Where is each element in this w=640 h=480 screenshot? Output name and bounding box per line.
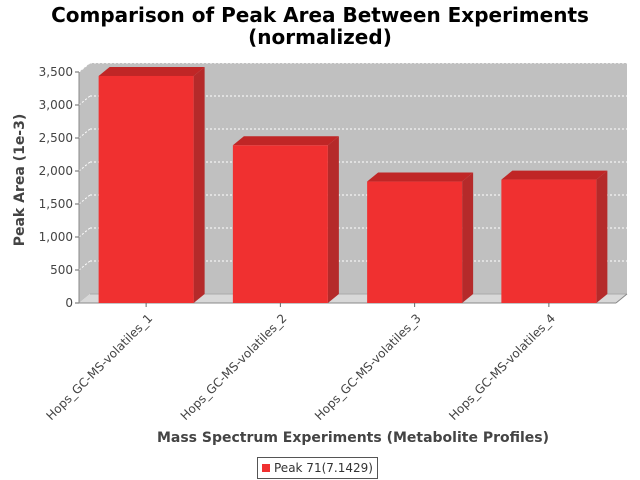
y-tick-label: 3,000 (39, 98, 73, 112)
y-axis-label: Peak Area (1e-3) (12, 113, 28, 247)
legend-swatch (262, 464, 270, 472)
bar-top (232, 136, 339, 146)
bar (501, 179, 597, 303)
bar (367, 181, 463, 303)
y-tick-label: 2,000 (39, 164, 73, 178)
y-tick-label: 0 (65, 296, 73, 310)
y-tick-label: 1,000 (39, 230, 73, 244)
bar (98, 75, 194, 304)
bar-side (596, 170, 608, 303)
y-tick-label: 2,500 (39, 131, 73, 145)
bar-side (193, 66, 205, 304)
x-axis-label: Mass Spectrum Experiments (Metabolite Pr… (156, 430, 550, 446)
chart-title-line-2: (normalized) (248, 25, 392, 49)
bar-top (501, 170, 608, 180)
legend: Peak 71(7.1429) (257, 457, 378, 479)
legend-label: Peak 71(7.1429) (274, 461, 373, 475)
x-tick-label: Hops_GC-MS-volatiles_2 (178, 311, 290, 423)
x-tick-label: Hops_GC-MS-volatiles_3 (312, 311, 424, 423)
x-tick-label: Hops_GC-MS-volatiles_1 (44, 311, 156, 423)
bar-side (327, 136, 339, 303)
plot-background (79, 63, 627, 303)
bar (232, 145, 328, 303)
x-tick-label: Hops_GC-MS-volatiles_4 (446, 311, 558, 423)
bar-top (367, 172, 474, 182)
y-tick-label: 1,500 (39, 197, 73, 211)
plot-floor (79, 294, 627, 303)
bar-top (98, 66, 205, 76)
x-axis-depth (615, 293, 628, 304)
bar-side (462, 172, 474, 303)
y-tick-label: 3,500 (39, 65, 73, 79)
y-tick-label: 500 (50, 263, 73, 277)
chart-title-line-1: Comparison of Peak Area Between Experime… (51, 3, 589, 27)
